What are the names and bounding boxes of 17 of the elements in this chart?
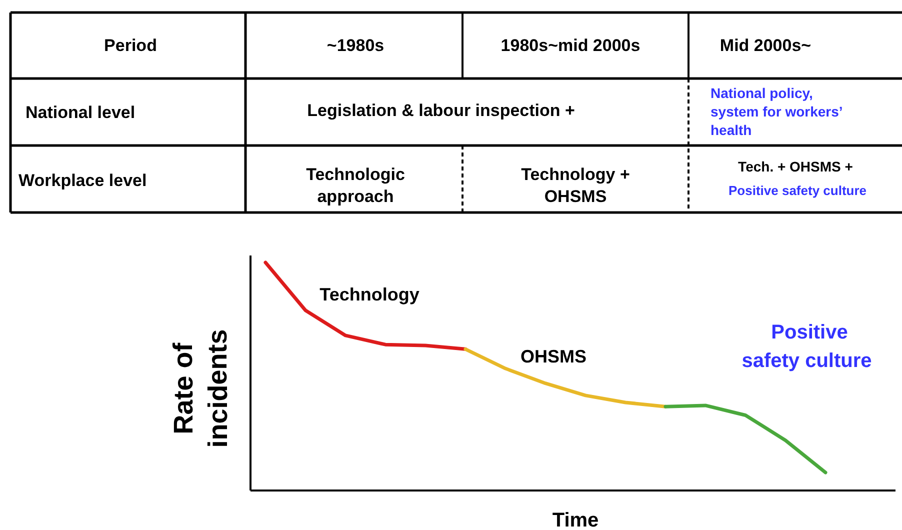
text: Mid 2000s~: [720, 36, 812, 55]
text: National level: [26, 103, 136, 122]
y-axis-title: Rate of incidents: [168, 329, 233, 448]
series-label: Technology: [320, 284, 420, 304]
series-label: OHSMS: [520, 346, 587, 367]
text: Positive safety culture: [728, 183, 866, 198]
text: ~1980s: [326, 36, 384, 55]
text: Legislation & labour inspection +: [307, 101, 576, 120]
text: Period: [104, 36, 157, 55]
text: Technologic approach: [306, 165, 405, 206]
text: Positive safety culture: [742, 322, 872, 372]
text: Tech. + OHSMS +: [738, 158, 853, 174]
text: Workplace level: [18, 171, 147, 190]
text: 1980s~mid 2000s: [500, 36, 640, 55]
text: Technology + OHSMS: [521, 165, 630, 206]
text: National policy, system for workers’ health: [710, 85, 843, 138]
x-axis-title: Time: [552, 510, 599, 530]
